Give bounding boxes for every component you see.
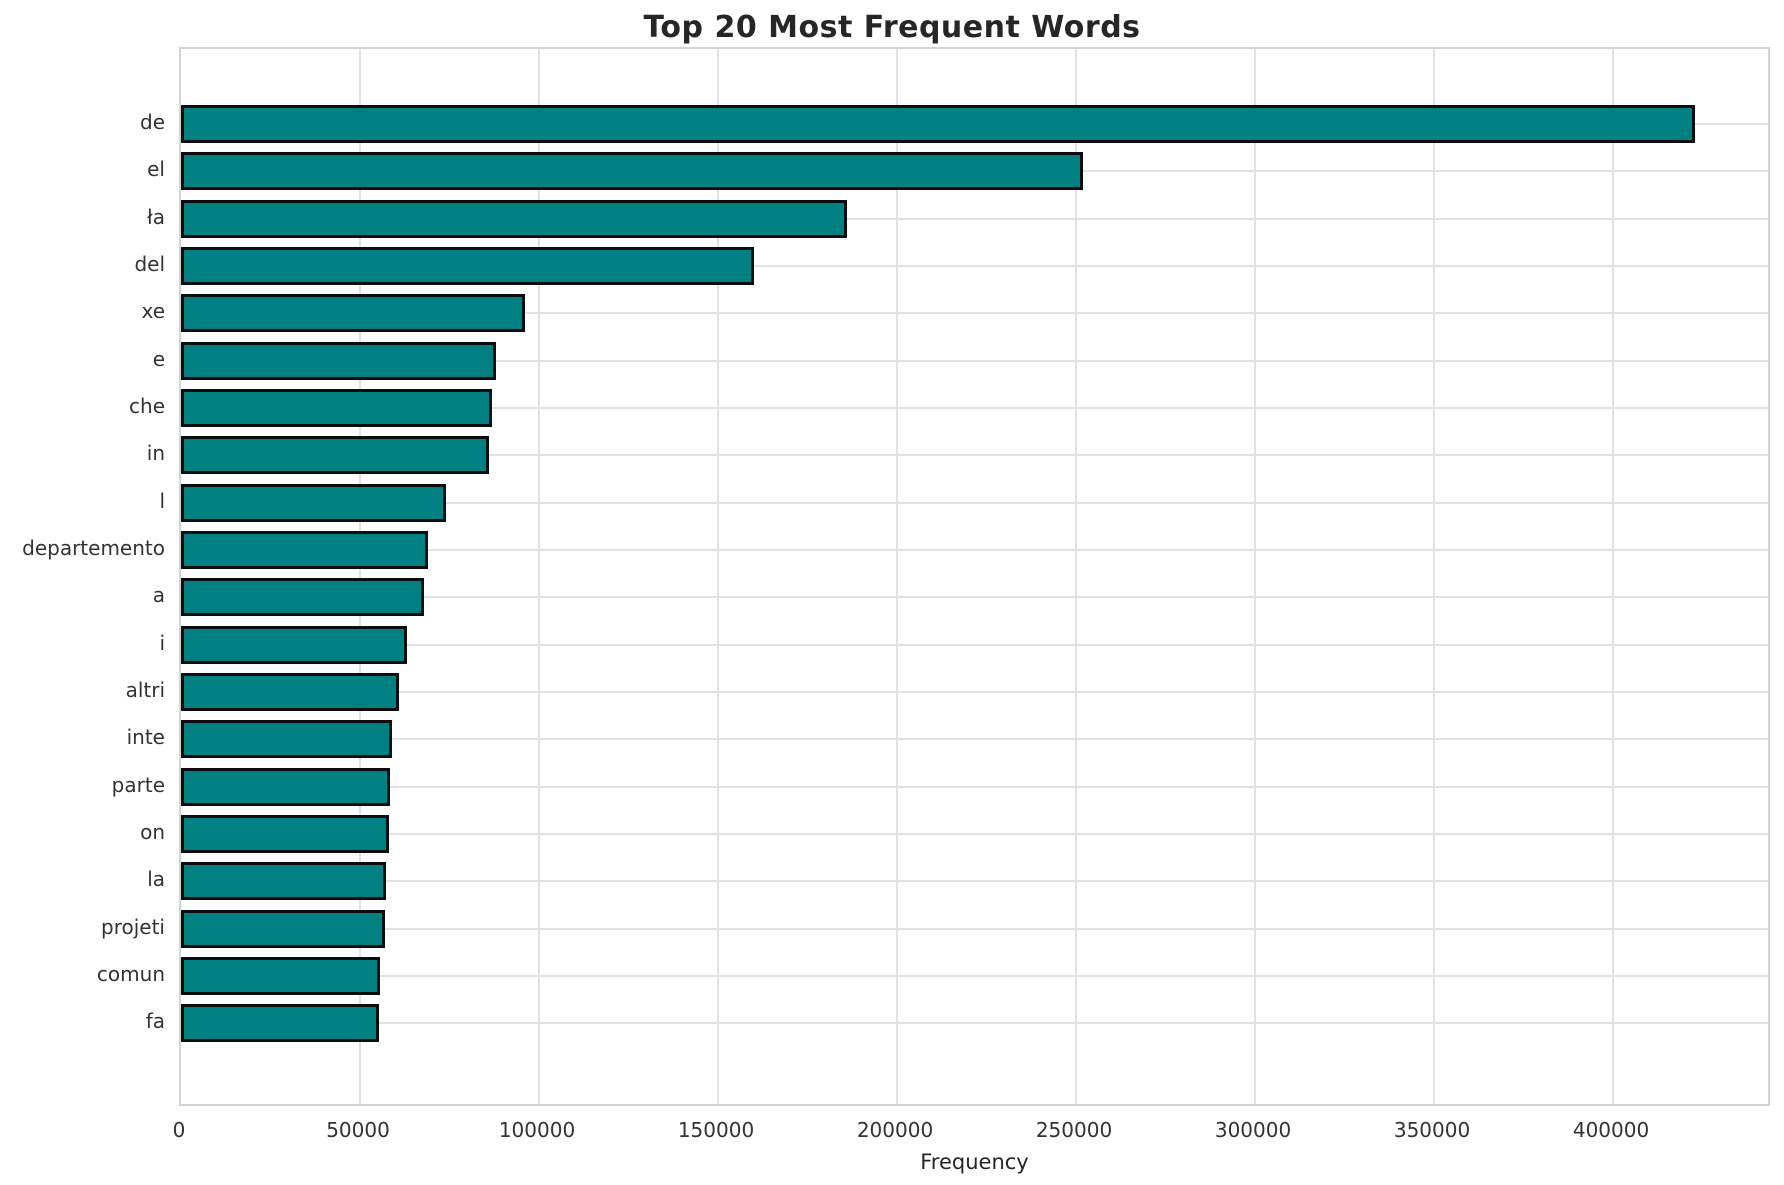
y-tick-label-el: el <box>147 157 165 182</box>
y-gridline <box>181 264 1768 267</box>
y-gridline <box>181 1022 1768 1025</box>
x-tick-label-150000: 150000 <box>677 1118 755 1142</box>
y-tick-label-xe: xe <box>141 299 165 324</box>
x-tick-label-50000: 50000 <box>326 1118 390 1142</box>
y-tick-label-la: la <box>147 867 165 892</box>
x-gridline <box>717 49 720 1104</box>
bar-in <box>181 436 489 475</box>
y-tick-label-comun: comun <box>96 961 165 986</box>
x-gridline <box>359 49 361 1104</box>
bar-on <box>181 814 389 853</box>
y-tick-label-parte: parte <box>111 772 165 797</box>
y-tick-label-de: de <box>140 110 165 134</box>
x-tick-label-250000: 250000 <box>1035 1118 1113 1142</box>
y-tick-label-ła: ła <box>147 204 165 229</box>
y-gridline <box>181 738 1768 741</box>
x-gridline <box>896 49 899 1104</box>
y-tick-label-del: del <box>134 251 165 276</box>
x-tick-label-0: 0 <box>172 1118 186 1142</box>
y-gridline <box>181 454 1768 457</box>
y-tick-label-on: on <box>140 819 165 844</box>
y-tick-label-projeti: projeti <box>101 914 165 939</box>
y-gridline <box>181 217 1768 220</box>
chart-title: Top 20 Most Frequent Words <box>643 10 1141 45</box>
y-gridline <box>181 927 1768 930</box>
y-gridline <box>181 785 1768 788</box>
bar-altri <box>181 672 399 711</box>
x-gridline <box>1254 49 1257 1104</box>
y-tick-label-altri: altri <box>125 677 165 702</box>
y-tick-label-l: l <box>159 488 165 513</box>
y-gridline <box>181 880 1768 883</box>
y-gridline <box>181 832 1768 835</box>
bar-de <box>181 105 1695 143</box>
y-gridline <box>181 501 1768 504</box>
y-gridline <box>181 643 1768 646</box>
bar-che <box>181 388 492 427</box>
bar-la <box>181 862 386 901</box>
x-gridline <box>1075 49 1078 1104</box>
bar-l <box>181 483 446 522</box>
bar-parte <box>181 767 390 806</box>
bar-comun <box>181 956 380 995</box>
bar-xe <box>181 294 525 333</box>
x-tick-label-200000: 200000 <box>856 1118 934 1142</box>
bar-a <box>181 578 424 617</box>
y-gridline <box>181 596 1768 599</box>
y-tick-label-departemento: departemento <box>22 535 165 560</box>
bar-del <box>181 246 754 285</box>
x-tick-label-350000: 350000 <box>1393 1118 1471 1142</box>
bar-departemento <box>181 530 428 569</box>
y-gridline <box>181 974 1768 977</box>
y-tick-label-a: a <box>152 583 165 608</box>
y-tick-label-e: e <box>152 346 165 371</box>
bar-i <box>181 625 407 664</box>
x-tick-label-400000: 400000 <box>1572 1118 1650 1142</box>
x-gridline <box>538 49 540 1104</box>
y-gridline <box>181 548 1768 551</box>
y-tick-label-inte: inte <box>126 725 165 750</box>
x-tick-label-100000: 100000 <box>498 1118 576 1142</box>
bar-ła <box>181 199 847 238</box>
bar-el <box>181 152 1083 191</box>
y-gridline <box>181 312 1768 315</box>
y-gridline <box>181 690 1768 693</box>
x-gridline <box>1612 49 1615 1104</box>
y-tick-label-che: che <box>129 393 165 418</box>
plot-area <box>179 47 1770 1106</box>
y-tick-label-fa: fa <box>145 1009 165 1034</box>
x-gridline <box>1433 49 1436 1104</box>
y-tick-label-i: i <box>159 630 165 655</box>
bar-projeti <box>181 909 385 948</box>
y-tick-label-in: in <box>146 441 165 466</box>
x-axis-title: Frequency <box>920 1150 1029 1174</box>
y-gridline <box>181 406 1768 409</box>
bar-e <box>181 341 496 380</box>
y-gridline <box>181 359 1768 362</box>
x-tick-label-300000: 300000 <box>1214 1118 1292 1142</box>
bar-fa <box>181 1004 379 1043</box>
bar-inte <box>181 720 392 759</box>
